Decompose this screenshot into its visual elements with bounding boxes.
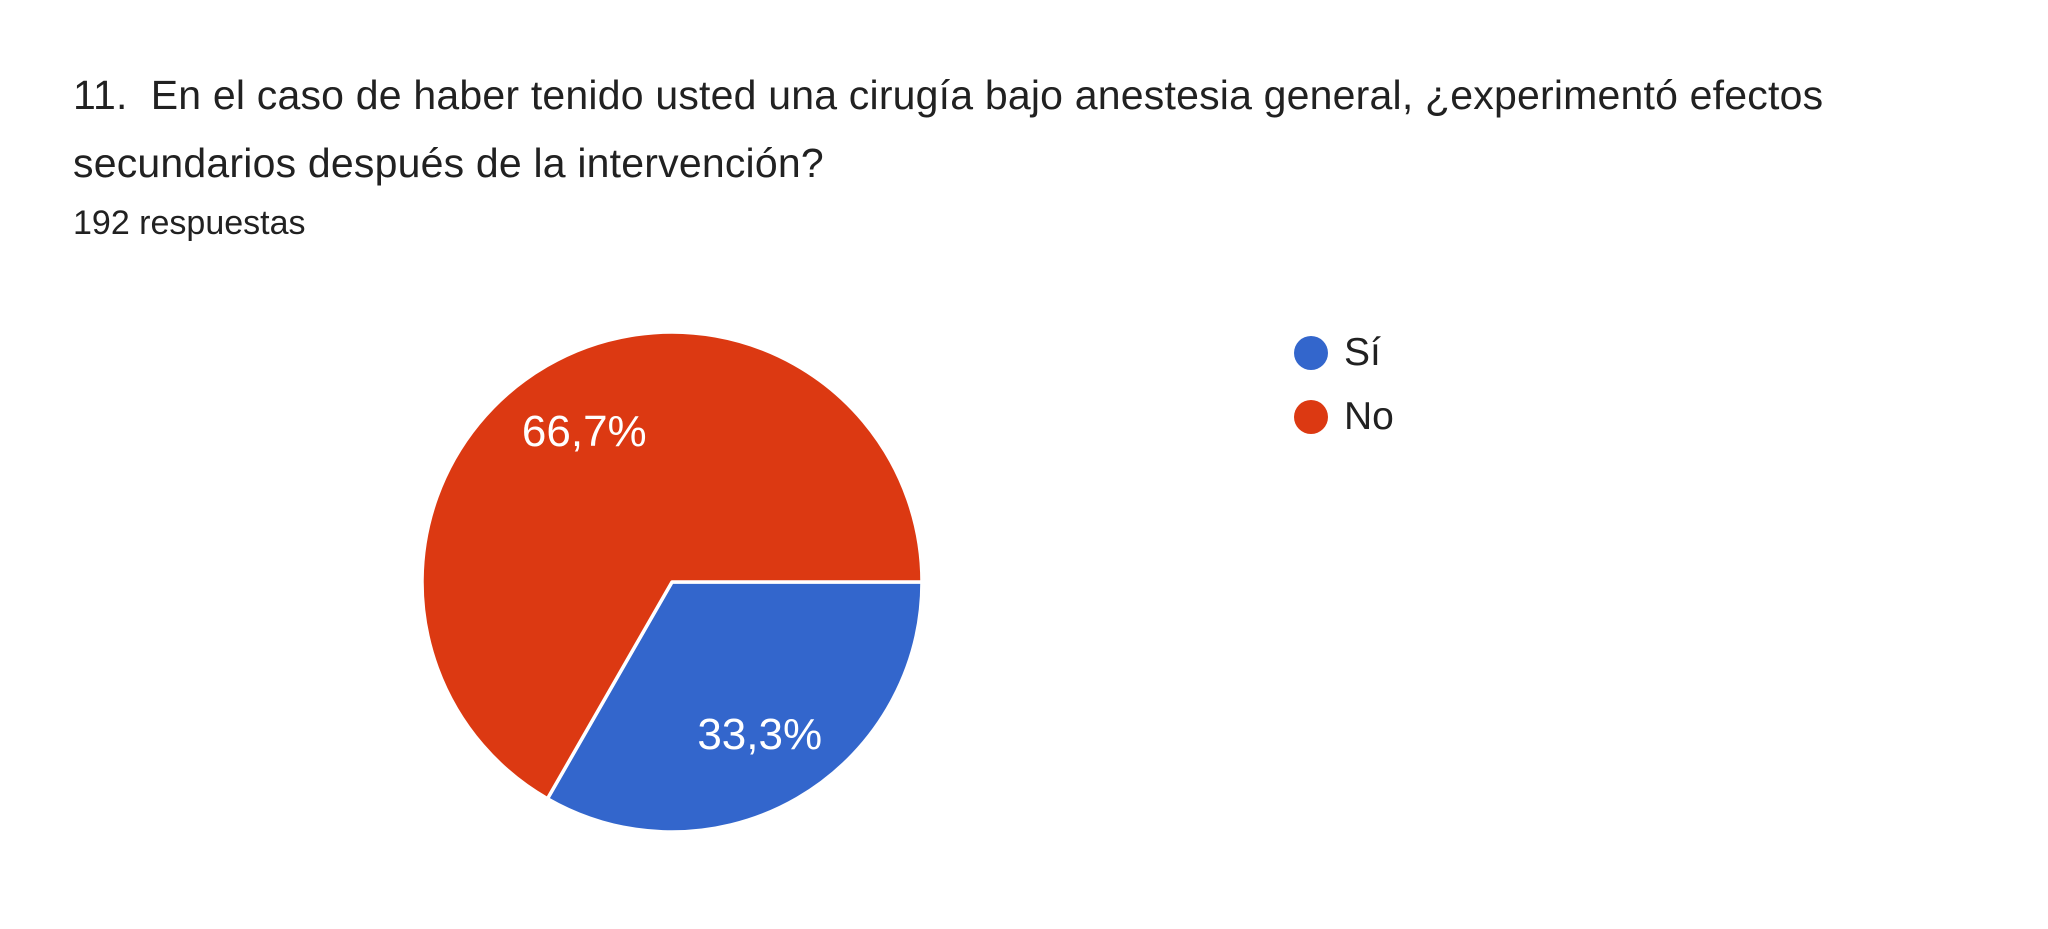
question-title: 11. En el caso de haber tenido usted una…	[73, 72, 1835, 186]
pie-chart-svg: 33,3% 66,7%	[420, 330, 924, 834]
pie-slice-no[interactable]	[420, 330, 924, 801]
pie-chart: 33,3% 66,7%	[372, 282, 972, 882]
legend-dot-no	[1294, 400, 1328, 434]
legend-item-no: No	[1294, 395, 1394, 439]
response-count: 192 respuestas	[73, 204, 306, 242]
legend-item-si: Sí	[1294, 331, 1394, 375]
legend-dot-si	[1294, 336, 1328, 370]
legend-label-no: No	[1344, 395, 1394, 438]
pie-slice-sí[interactable]	[545, 580, 924, 834]
legend-label-si: Sí	[1344, 331, 1381, 374]
pie-label-sí: 33,3%	[697, 710, 822, 759]
chart-legend: Sí No	[1294, 331, 1394, 439]
pie-label-no: 66,7%	[522, 407, 647, 456]
